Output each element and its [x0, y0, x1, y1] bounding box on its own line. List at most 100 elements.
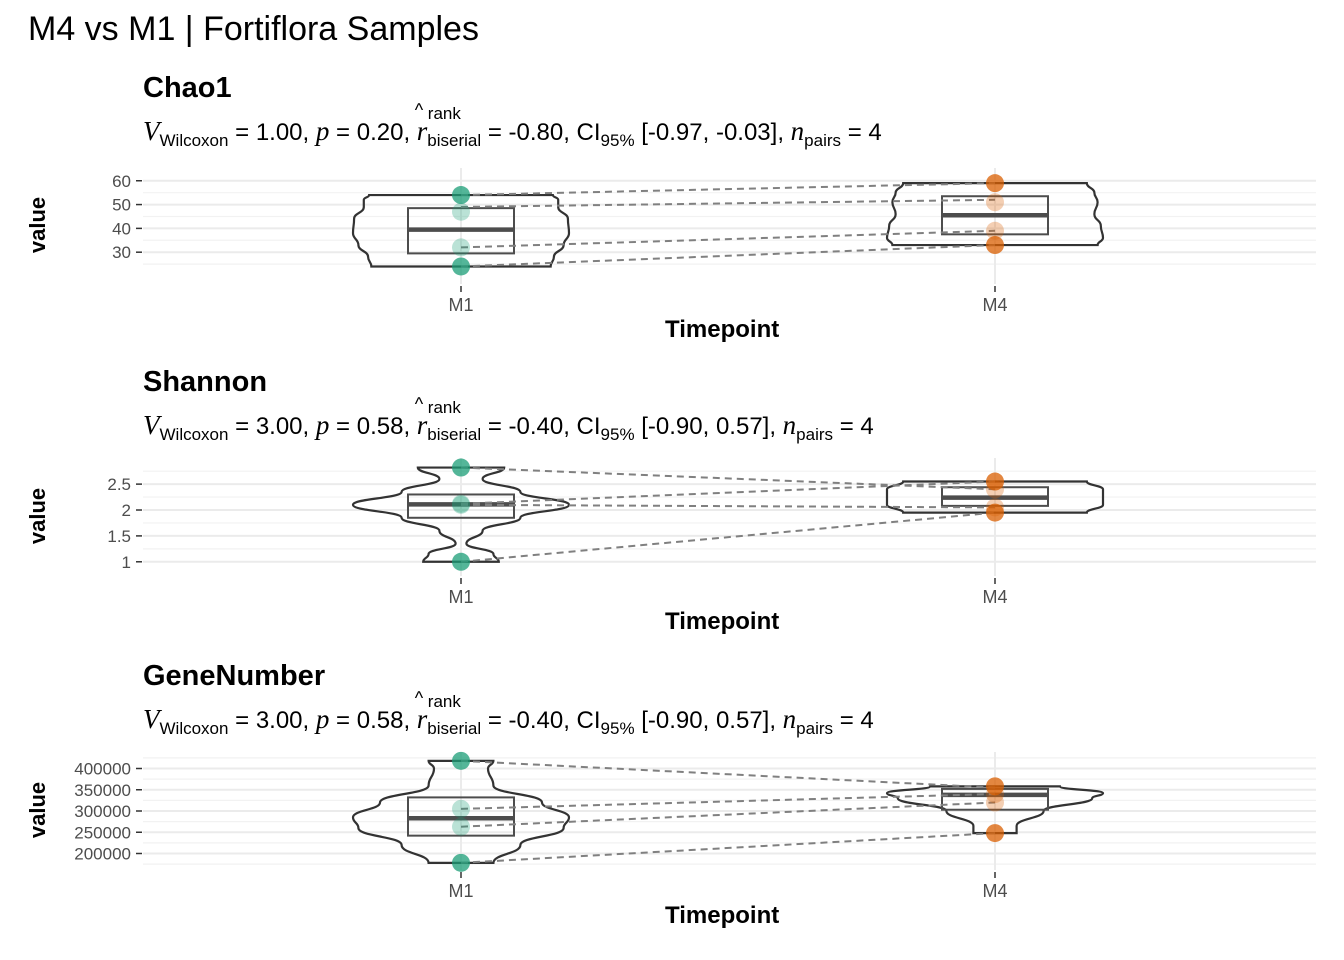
stat-n-value: = 4 — [833, 413, 874, 440]
x-tick-label: M1 — [448, 881, 473, 901]
y-axis-label: value — [25, 196, 51, 254]
x-axis-label: Timepoint — [665, 902, 780, 929]
point-m4 — [986, 785, 1004, 803]
stat-p-label: p — [315, 116, 330, 146]
point-m4 — [986, 193, 1004, 212]
plot-area: 30 40 50 60 M1 M4 — [112, 168, 1316, 315]
stat-v-value: = 3.00, — [228, 707, 316, 734]
stat-r-sup: rank — [427, 398, 461, 417]
stat-ci-label: CI — [576, 413, 601, 440]
stat-n-value: = 4 — [833, 707, 874, 734]
stat-p-label: p — [315, 410, 330, 440]
stat-r-term: r ^ rank biserial — [415, 394, 482, 445]
point-m1 — [452, 202, 470, 221]
stat-v-sub: Wilcoxon — [159, 425, 229, 444]
stat-r-sub: biserial — [427, 425, 482, 444]
x-tick-label: M4 — [982, 881, 1007, 901]
y-tick-label: 30 — [112, 243, 131, 262]
stat-r-sub: biserial — [427, 131, 482, 150]
point-m4 — [986, 472, 1004, 491]
stat-subtitle: VWilcoxon = 1.00, p = 0.20, r ^ rank biseri… — [143, 100, 882, 151]
pair-line — [460, 198, 996, 208]
y-axis-label: value — [25, 781, 51, 839]
stat-n-label: n — [782, 410, 797, 440]
stat-v-sub: Wilcoxon — [159, 131, 229, 150]
stat-subtitle: VWilcoxon = 3.00, p = 0.58, r ^ rank biseri… — [143, 688, 874, 739]
stat-r-label: r — [416, 704, 428, 734]
stat-r-sup: rank — [427, 692, 461, 711]
pair-line — [460, 229, 996, 249]
y-tick-label: 300000 — [74, 802, 131, 821]
y-tick-label: 200000 — [74, 845, 131, 864]
stat-ci-value: [-0.97, -0.03], — [634, 119, 791, 146]
pair-line — [460, 793, 996, 810]
stat-ci-label: CI — [576, 707, 601, 734]
stat-p-value: = 0.58, — [329, 413, 417, 440]
plot-area: 1 1.5 2 2.5 M1 M4 — [107, 458, 1316, 607]
point-m4 — [986, 236, 1004, 255]
point-m1 — [452, 799, 470, 818]
stat-ci-sub: 95% — [600, 719, 635, 738]
stat-n-sub: pairs — [796, 425, 834, 444]
pair-line — [460, 759, 996, 789]
stat-n-label: n — [782, 704, 797, 734]
point-m1 — [452, 495, 470, 514]
main-title: M4 vs M1 | Fortiflora Samples — [28, 10, 479, 48]
point-m4 — [986, 824, 1004, 843]
stat-p-value: = 0.58, — [329, 707, 417, 734]
stat-r-label: r — [416, 116, 428, 146]
stat-ci-sub: 95% — [600, 425, 635, 444]
pair-line — [460, 801, 996, 828]
stat-ci-value: [-0.90, 0.57], — [634, 707, 783, 734]
pair-line — [460, 244, 996, 268]
stat-r-hat: ^ — [414, 688, 424, 708]
stat-v-sub: Wilcoxon — [159, 719, 229, 738]
stat-n-sub: pairs — [796, 719, 834, 738]
panel-shannon: Shannon VWilcoxon = 3.00, p = 0.58, r ^ ran… — [0, 366, 1344, 660]
panel-chao1: Chao1 VWilcoxon = 1.00, p = 0.20, r ^ rank b… — [0, 72, 1344, 366]
pair-line — [460, 480, 996, 505]
y-tick-label: 40 — [112, 219, 131, 238]
point-m4 — [986, 777, 1004, 796]
y-tick-label: 1 — [122, 553, 131, 572]
panel-title: Shannon — [143, 366, 268, 398]
y-tick-label: 1.5 — [107, 527, 131, 546]
stat-ci-label: CI — [576, 119, 601, 146]
stat-r-hat: ^ — [414, 100, 424, 120]
point-m1 — [452, 552, 470, 571]
panel-genenumber: GeneNumber VWilcoxon = 3.00, p = 0.58, r ^… — [0, 660, 1344, 954]
stat-r-term: r ^ rank biserial — [415, 100, 482, 151]
point-m4 — [986, 503, 1004, 522]
stat-v-label: V — [143, 116, 160, 146]
pair-line — [460, 511, 996, 563]
stat-r-hat: ^ — [414, 394, 424, 414]
pair-line — [460, 182, 996, 197]
stat-r-value: = -0.40, — [481, 413, 577, 440]
stat-ci-value: [-0.90, 0.57], — [634, 413, 783, 440]
point-m1 — [452, 494, 470, 513]
point-m1 — [452, 186, 470, 205]
x-axis-label: Timepoint — [665, 316, 780, 343]
stat-subtitle: VWilcoxon = 3.00, p = 0.58, r ^ rank biseri… — [143, 394, 874, 445]
stat-n-value: = 4 — [841, 119, 882, 146]
panel-title: GeneNumber — [143, 660, 326, 692]
point-m1 — [452, 853, 470, 872]
stat-r-value: = -0.40, — [481, 707, 577, 734]
y-tick-label: 50 — [112, 196, 131, 215]
stat-p-label: p — [315, 704, 330, 734]
x-tick-label: M1 — [448, 587, 473, 607]
y-tick-label: 400000 — [74, 760, 131, 779]
stat-ci-sub: 95% — [600, 131, 635, 150]
stat-r-label: r — [416, 410, 428, 440]
x-axis-label: Timepoint — [665, 608, 780, 635]
x-tick-label: M1 — [448, 295, 473, 315]
stat-n-label: n — [790, 116, 805, 146]
y-tick-label: 2 — [122, 501, 131, 520]
y-tick-label: 60 — [112, 172, 131, 191]
pair-line — [460, 832, 996, 864]
point-m1 — [452, 257, 470, 276]
stat-n-sub: pairs — [804, 131, 842, 150]
point-m4 — [986, 221, 1004, 240]
point-m1 — [452, 817, 470, 836]
pair-line — [460, 503, 996, 509]
